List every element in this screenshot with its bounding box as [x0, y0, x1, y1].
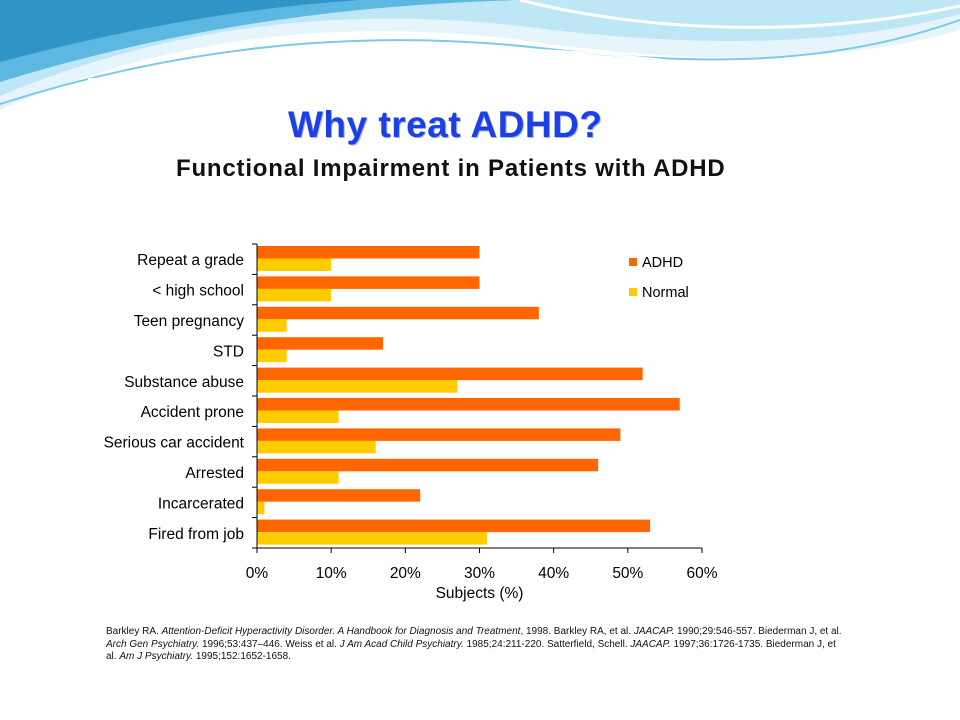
reference-segment: 1990;29:546-557. Biederman J, et al. [674, 626, 842, 637]
reference-segment: 1996;53:437–446. Weiss et al. [199, 638, 340, 650]
reference-segment: Attention-Deficit Hyperactivity Disorder… [161, 626, 521, 637]
adhd-bar [257, 276, 480, 289]
adhd-bar [257, 458, 599, 472]
category-label: Fired from job [148, 526, 244, 543]
normal-bar [257, 532, 487, 545]
normal-bar [257, 471, 339, 484]
normal-bar [257, 319, 287, 332]
reference-segment: Arch Gen Psychiatry. [106, 638, 200, 650]
x-axis-title: Subjects (%) [436, 585, 524, 602]
category-label: Serious car accident [104, 435, 245, 452]
adhd-bar [257, 398, 680, 411]
normal-bar [257, 380, 458, 393]
reference-segment: JAACAP. [633, 626, 675, 637]
x-tick-label: 30% [464, 565, 495, 582]
legend-swatch [629, 258, 637, 266]
reference-segment: 1985;24:211-220. Satterfield, Schell. [463, 638, 631, 650]
normal-bar [257, 258, 332, 271]
category-label: Incarcerated [158, 495, 244, 512]
adhd-bar [257, 367, 643, 381]
reference-segment: 1997;36:1726-1735. Biederman J, et al. [106, 638, 836, 663]
legend-swatch [629, 288, 637, 296]
legend-label: Normal [642, 285, 689, 301]
x-tick-label: 0% [246, 565, 269, 582]
normal-bar [257, 349, 287, 363]
x-tick-label: 40% [538, 565, 569, 582]
reference-segment: , 1998. Barkley RA, et al. [520, 626, 634, 637]
legend-label: ADHD [642, 255, 683, 271]
reference-segment: JAACAP. [630, 638, 671, 650]
category-label: Arrested [185, 465, 244, 482]
normal-bar [257, 501, 265, 515]
reference-segment: Am J Psychiatry. [119, 651, 194, 662]
adhd-bar [257, 428, 621, 441]
x-tick-label: 50% [612, 565, 643, 582]
adhd-bar [257, 306, 539, 320]
category-label: Accident prone [141, 404, 244, 421]
category-label: Substance abuse [124, 374, 244, 391]
category-label: Teen pregnancy [134, 313, 245, 330]
x-tick-label: 20% [390, 565, 421, 582]
references-text: Barkley RA. Attention-Deficit Hyperactiv… [106, 626, 846, 664]
normal-bar [257, 288, 332, 302]
slide-subtitle: Functional Impairment in Patients with A… [176, 155, 726, 182]
normal-bar [257, 410, 339, 423]
adhd-bar [257, 519, 651, 533]
adhd-bar [257, 489, 421, 502]
reference-segment: J Am Acad Child Psychiatry. [339, 638, 464, 650]
category-label: STD [213, 343, 244, 360]
category-label: Repeat a grade [137, 252, 244, 269]
adhd-bar [257, 337, 384, 350]
category-label: < high school [152, 283, 244, 300]
reference-segment: 1995;152:1652-1658. [193, 651, 291, 662]
x-tick-label: 60% [686, 565, 717, 582]
adhd-bar [257, 246, 480, 259]
normal-bar [257, 440, 376, 454]
x-tick-label: 10% [316, 565, 347, 582]
slide-title: Why treat ADHD? [288, 104, 603, 145]
reference-segment: Barkley RA. [106, 626, 162, 637]
